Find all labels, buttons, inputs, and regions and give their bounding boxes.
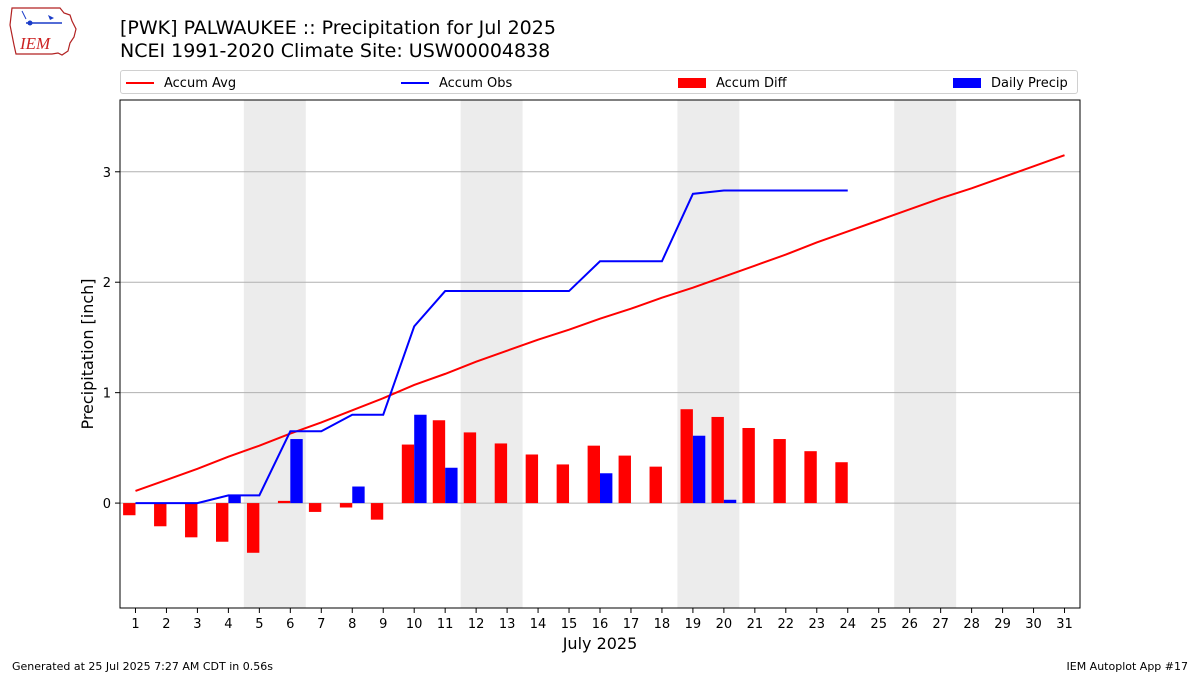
accum-diff-bar — [308, 503, 322, 512]
chart-subtitle: NCEI 1991-2020 Climate Site: USW00004838 — [120, 40, 551, 62]
x-tick-label: 12 — [468, 617, 485, 632]
x-tick-label: 21 — [747, 617, 764, 632]
chart-title: [PWK] PALWAUKEE :: Precipitation for Jul… — [120, 17, 556, 39]
accum-diff-bar — [123, 503, 136, 516]
logo-text: IEM — [19, 34, 51, 53]
y-tick-label: 1 — [103, 387, 111, 402]
legend-item-accum-obs: Accum Obs — [401, 74, 512, 92]
daily-precip-bar — [290, 439, 303, 504]
x-tick-label: 4 — [224, 617, 232, 632]
accum-diff-bar — [185, 503, 198, 538]
accum-diff-bar — [742, 427, 755, 504]
accum-diff-bar — [463, 432, 477, 504]
x-tick-label: 14 — [530, 617, 547, 632]
accum-diff-bar — [370, 503, 384, 520]
accum-diff-bar — [525, 454, 539, 504]
x-tick-label: 2 — [162, 617, 170, 632]
daily-precip-bar — [600, 473, 613, 504]
legend-swatch-obs — [401, 82, 429, 84]
x-tick-label: 15 — [561, 617, 578, 632]
y-axis-label: Precipitation [inch] — [78, 278, 97, 429]
accum-diff-bar — [432, 420, 446, 504]
x-tick-label: 23 — [809, 617, 826, 632]
accum-diff-bar — [216, 503, 229, 542]
x-tick-label: 7 — [317, 617, 325, 632]
y-tick-label: 0 — [103, 497, 111, 512]
x-tick-label: 13 — [499, 617, 516, 632]
x-tick-label: 24 — [839, 617, 856, 632]
daily-precip-bar — [445, 467, 458, 504]
x-tick-label: 11 — [437, 617, 454, 632]
x-tick-label: 10 — [406, 617, 423, 632]
legend-item-daily-precip: Daily Precip — [953, 74, 1068, 92]
x-tick-label: 16 — [592, 617, 609, 632]
weekend-shade — [894, 100, 957, 608]
x-tick-label: 8 — [348, 617, 356, 632]
x-tick-label: 28 — [963, 617, 980, 632]
accum-diff-bar — [711, 416, 724, 504]
weekend-shade — [460, 100, 523, 608]
accum-diff-bar — [773, 439, 786, 504]
accum-diff-bar — [246, 503, 260, 553]
daily-precip-bar — [692, 435, 706, 504]
accum-diff-bar — [587, 445, 600, 504]
legend-item-accum-avg: Accum Avg — [126, 74, 236, 92]
generated-note: Generated at 25 Jul 2025 7:27 AM CDT in … — [12, 660, 273, 673]
daily-precip-bar — [352, 486, 365, 504]
x-tick-label: 3 — [193, 617, 201, 632]
x-tick-label: 19 — [685, 617, 702, 632]
accum-diff-bar — [494, 443, 508, 504]
x-tick-label: 26 — [901, 617, 918, 632]
accum-diff-bar — [680, 409, 693, 504]
x-tick-label: 18 — [654, 617, 671, 632]
accum-diff-bar — [649, 466, 662, 504]
legend-swatch-diff — [678, 78, 706, 88]
legend-label-accum-diff: Accum Diff — [716, 75, 787, 91]
y-tick-label: 2 — [103, 276, 111, 291]
legend-swatch-avg — [126, 82, 154, 84]
legend-swatch-daily — [953, 78, 981, 88]
accum-diff-bar — [835, 462, 848, 504]
accum-diff-bar — [401, 444, 415, 504]
accum-obs-line — [135, 189, 848, 505]
daily-precip-bar — [414, 414, 427, 504]
iem-logo: IEM — [9, 7, 77, 56]
accum-diff-bar — [804, 451, 817, 504]
accum-diff-bar — [339, 503, 353, 508]
legend-label-accum-avg: Accum Avg — [164, 75, 237, 91]
x-axis-label: July 2025 — [562, 634, 638, 653]
x-tick-label: 1 — [131, 617, 139, 632]
weekend-shade — [677, 100, 740, 608]
x-tick-label: 5 — [255, 617, 263, 632]
accum-diff-bar — [154, 503, 167, 527]
x-tick-label: 25 — [870, 617, 887, 632]
legend: Accum Avg Accum Obs Accum Diff Daily Pre… — [120, 70, 1078, 94]
x-tick-label: 17 — [623, 617, 640, 632]
accum-diff-bar — [618, 455, 631, 504]
accum-diff-bar — [556, 464, 570, 504]
app-note: IEM Autoplot App #17 — [1066, 660, 1189, 673]
x-tick-label: 22 — [778, 617, 795, 632]
legend-label-accum-obs: Accum Obs — [439, 75, 513, 91]
x-tick-label: 6 — [286, 617, 294, 632]
x-tick-label: 30 — [1025, 617, 1042, 632]
legend-item-accum-diff: Accum Diff — [678, 74, 787, 92]
x-tick-label: 27 — [932, 617, 949, 632]
x-tick-label: 20 — [716, 617, 733, 632]
y-tick-label: 3 — [103, 166, 111, 181]
accum-diff-bar — [277, 500, 291, 504]
daily-precip-bar — [723, 499, 737, 504]
x-tick-label: 29 — [994, 617, 1011, 632]
legend-label-daily-precip: Daily Precip — [991, 75, 1068, 91]
x-tick-label: 31 — [1056, 617, 1073, 632]
x-tick-label: 9 — [379, 617, 387, 632]
daily-precip-bar — [228, 495, 241, 504]
